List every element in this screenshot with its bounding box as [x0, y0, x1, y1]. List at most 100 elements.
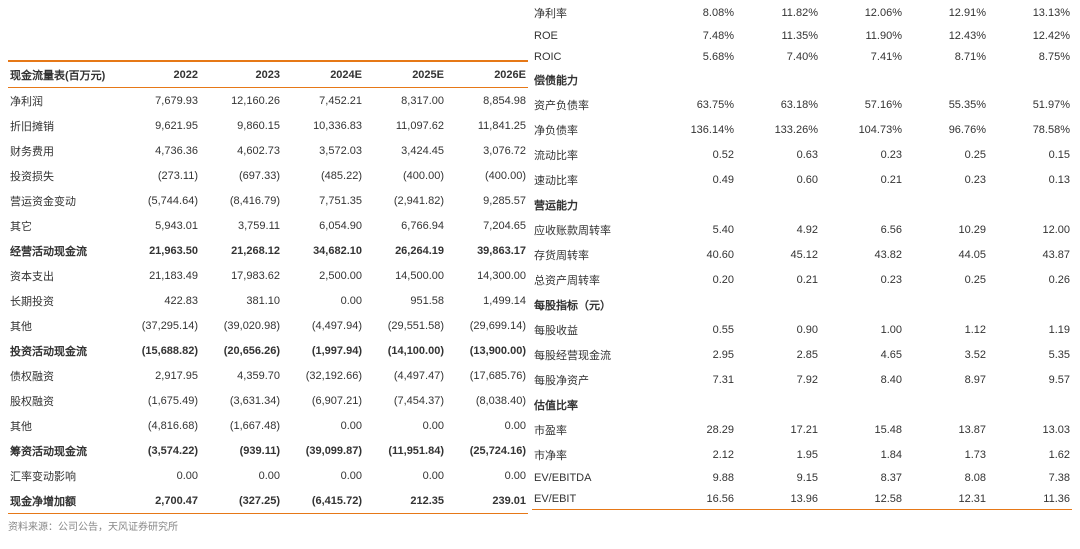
cell-value — [904, 67, 988, 92]
cell-value: 0.23 — [904, 167, 988, 192]
cell-value: 0.49 — [652, 167, 736, 192]
cell-value: 12.00 — [988, 217, 1072, 242]
table-row: 其他(37,295.14)(39,020.98)(4,497.94)(29,55… — [8, 313, 528, 338]
table-row: 其它5,943.013,759.116,054.906,766.947,204.… — [8, 213, 528, 238]
cell-value: 8.37 — [820, 467, 904, 488]
cell-value — [736, 67, 820, 92]
cell-value: 212.35 — [364, 488, 446, 514]
cell-value: 9,621.95 — [118, 113, 200, 138]
cell-value: 1,499.14 — [446, 288, 528, 313]
cell-value: 17,983.62 — [200, 263, 282, 288]
row-label: 现金净增加额 — [8, 488, 118, 514]
cell-value: (17,685.76) — [446, 363, 528, 388]
cell-value: 0.21 — [820, 167, 904, 192]
cell-value: 8.97 — [904, 367, 988, 392]
row-label: 营运资金变动 — [8, 188, 118, 213]
cell-value: 17.21 — [736, 417, 820, 442]
cell-value: (15,688.82) — [118, 338, 200, 363]
row-label: 每股指标（元） — [532, 292, 652, 317]
cell-value: 9.57 — [988, 367, 1072, 392]
cell-value — [820, 67, 904, 92]
cell-value: 14,300.00 — [446, 263, 528, 288]
cell-value: (6,907.21) — [282, 388, 364, 413]
cell-value: 11.36 — [988, 488, 1072, 510]
cell-value — [820, 192, 904, 217]
cell-value: 43.87 — [988, 242, 1072, 267]
cell-value: 7.31 — [652, 367, 736, 392]
table-row: 股权融资(1,675.49)(3,631.34)(6,907.21)(7,454… — [8, 388, 528, 413]
cell-value: 0.26 — [988, 267, 1072, 292]
row-label: 财务费用 — [8, 138, 118, 163]
cell-value: 63.75% — [652, 92, 736, 117]
cell-value: (8,416.79) — [200, 188, 282, 213]
cell-value: 43.82 — [820, 242, 904, 267]
row-label: 营运能力 — [532, 192, 652, 217]
cell-value: 1.62 — [988, 442, 1072, 467]
cell-value: 1.73 — [904, 442, 988, 467]
table-row: ROE7.48%11.35%11.90%12.43%12.42% — [532, 25, 1072, 46]
cell-value: 0.13 — [988, 167, 1072, 192]
cell-value: 8.08 — [904, 467, 988, 488]
cell-value: 21,963.50 — [118, 238, 200, 263]
cell-value: 12.06% — [820, 0, 904, 25]
cell-value: (8,038.40) — [446, 388, 528, 413]
cell-value: (4,497.47) — [364, 363, 446, 388]
cell-value: (32,192.66) — [282, 363, 364, 388]
row-label: EV/EBIT — [532, 488, 652, 510]
row-label: 其它 — [8, 213, 118, 238]
cell-value: 9.15 — [736, 467, 820, 488]
cell-value: (5,744.64) — [118, 188, 200, 213]
cell-value: (39,099.87) — [282, 438, 364, 463]
cell-value — [736, 292, 820, 317]
table-title: 现金流量表(百万元) — [8, 61, 118, 88]
table-header-row: 现金流量表(百万元) 2022 2023 2024E 2025E 2026E — [8, 61, 528, 88]
cell-value: 3,424.45 — [364, 138, 446, 163]
cell-value: (29,551.58) — [364, 313, 446, 338]
table-row: 折旧摊销9,621.959,860.1510,336.8311,097.6211… — [8, 113, 528, 138]
cell-value: 4.65 — [820, 342, 904, 367]
cell-value: 6,766.94 — [364, 213, 446, 238]
cell-value: 1.19 — [988, 317, 1072, 342]
col-year: 2025E — [364, 61, 446, 88]
cell-value: (400.00) — [446, 163, 528, 188]
cell-value: 0.55 — [652, 317, 736, 342]
table-row: 市净率2.121.951.841.731.62 — [532, 442, 1072, 467]
cell-value: 13.87 — [904, 417, 988, 442]
row-label: 速动比率 — [532, 167, 652, 192]
cashflow-table: 现金流量表(百万元) 2022 2023 2024E 2025E 2026E 净… — [8, 60, 528, 514]
cell-value: (3,574.22) — [118, 438, 200, 463]
cell-value: (1,675.49) — [118, 388, 200, 413]
table-row: 汇率变动影响0.000.000.000.000.00 — [8, 463, 528, 488]
cell-value: (29,699.14) — [446, 313, 528, 338]
cell-value: 4,359.70 — [200, 363, 282, 388]
table-row: 资产负债率63.75%63.18%57.16%55.35%51.97% — [532, 92, 1072, 117]
cell-value: 0.25 — [904, 142, 988, 167]
cell-value: (273.11) — [118, 163, 200, 188]
cell-value: 15.48 — [820, 417, 904, 442]
table-row: 速动比率0.490.600.210.230.13 — [532, 167, 1072, 192]
cell-value — [820, 292, 904, 317]
cell-value: 13.03 — [988, 417, 1072, 442]
cell-value: (6,415.72) — [282, 488, 364, 514]
cell-value: 7.48% — [652, 25, 736, 46]
cell-value: 9.88 — [652, 467, 736, 488]
table-row: 应收账款周转率5.404.926.5610.2912.00 — [532, 217, 1072, 242]
cell-value: 16.56 — [652, 488, 736, 510]
cell-value: 78.58% — [988, 117, 1072, 142]
cell-value: (1,667.48) — [200, 413, 282, 438]
cell-value: (3,631.34) — [200, 388, 282, 413]
table-row: EV/EBIT16.5613.9612.5812.3111.36 — [532, 488, 1072, 510]
table-row: 总资产周转率0.200.210.230.250.26 — [532, 267, 1072, 292]
row-label: 每股净资产 — [532, 367, 652, 392]
cell-value — [652, 67, 736, 92]
row-label: 估值比率 — [532, 392, 652, 417]
cell-value — [904, 292, 988, 317]
cell-value — [904, 192, 988, 217]
cell-value: 8.08% — [652, 0, 736, 25]
cell-value: 1.12 — [904, 317, 988, 342]
cell-value: 7,452.21 — [282, 88, 364, 114]
cell-value: 40.60 — [652, 242, 736, 267]
cell-value: 422.83 — [118, 288, 200, 313]
cell-value: 7,679.93 — [118, 88, 200, 114]
table-row: 每股净资产7.317.928.408.979.57 — [532, 367, 1072, 392]
